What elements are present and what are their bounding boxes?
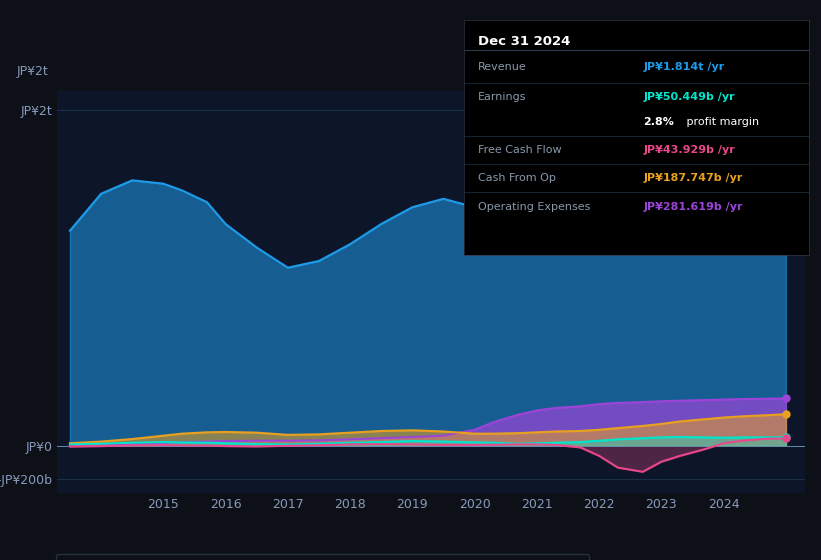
Text: Cash From Op: Cash From Op	[478, 174, 556, 183]
Text: Dec 31 2024: Dec 31 2024	[478, 35, 570, 48]
Text: JP¥187.747b /yr: JP¥187.747b /yr	[643, 174, 742, 183]
Text: JP¥1.814t /yr: JP¥1.814t /yr	[643, 62, 724, 72]
Legend: Revenue, Earnings, Free Cash Flow, Cash From Op, Operating Expenses: Revenue, Earnings, Free Cash Flow, Cash …	[56, 554, 589, 560]
Text: JP¥43.929b /yr: JP¥43.929b /yr	[643, 145, 735, 155]
Text: Revenue: Revenue	[478, 62, 526, 72]
Text: Free Cash Flow: Free Cash Flow	[478, 145, 562, 155]
Text: Earnings: Earnings	[478, 92, 526, 102]
Text: JP¥281.619b /yr: JP¥281.619b /yr	[643, 202, 743, 212]
Text: JP¥2t: JP¥2t	[16, 66, 48, 78]
Text: 2.8%: 2.8%	[643, 117, 674, 127]
Text: Operating Expenses: Operating Expenses	[478, 202, 590, 212]
Text: JP¥50.449b /yr: JP¥50.449b /yr	[643, 92, 735, 102]
Text: profit margin: profit margin	[683, 117, 759, 127]
